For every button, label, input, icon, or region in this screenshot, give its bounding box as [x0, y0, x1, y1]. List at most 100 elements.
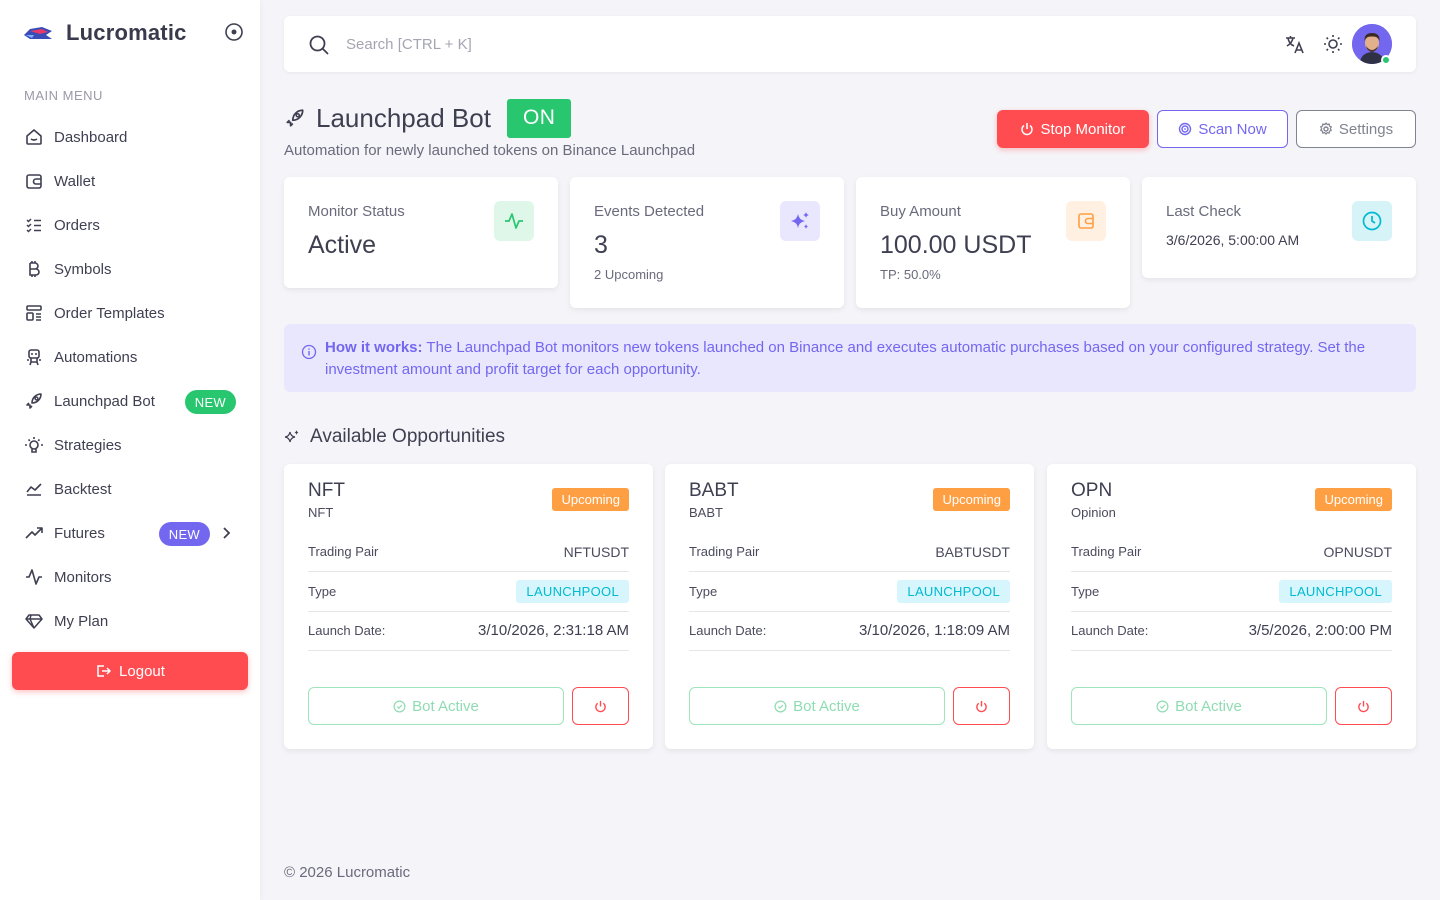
search-icon[interactable] — [308, 34, 330, 56]
stat-card-events-detected: Events Detected 3 2 Upcoming — [570, 177, 844, 308]
brand[interactable]: Lucromatic — [22, 18, 248, 48]
launch-date-value: 3/10/2026, 2:31:18 AM — [478, 622, 629, 639]
stat-label: Last Check — [1166, 203, 1242, 220]
type-badge: LAUNCHPOOL — [516, 580, 629, 603]
status-badge: Upcoming — [552, 488, 629, 511]
row-label: Type — [689, 584, 718, 599]
stat-label: Events Detected — [594, 203, 705, 220]
sidebar-item-automations[interactable]: Automations — [12, 335, 248, 379]
stat-card-last-check: Last Check 3/6/2026, 5:00:00 AM — [1142, 177, 1416, 278]
status-badge: Upcoming — [1315, 488, 1392, 511]
stop-bot-button[interactable] — [953, 687, 1010, 725]
stop-bot-button[interactable] — [1335, 687, 1392, 725]
sidebar-item-orders[interactable]: Orders — [12, 203, 248, 247]
sidebar-item-label: Strategies — [54, 436, 122, 454]
token-name: NFT — [308, 505, 334, 520]
sidebar-toggle-icon[interactable] — [224, 22, 244, 42]
logout-button[interactable]: Logout — [12, 652, 248, 690]
opportunity-card: BABT BABT Upcoming Trading Pair BABTUSDT… — [665, 464, 1034, 749]
translate-icon[interactable] — [1284, 33, 1306, 55]
opportunity-card: NFT NFT Upcoming Trading Pair NFTUSDT Ty… — [284, 464, 653, 749]
type-badge: LAUNCHPOOL — [897, 580, 1010, 603]
sidebar-item-wallet[interactable]: Wallet — [12, 159, 248, 203]
sidebar: Lucromatic MAIN MENU Dashboard Wallet Or… — [0, 0, 260, 900]
stat-card-buy-amount: Buy Amount 100.00 USDT TP: 50.0% — [856, 177, 1130, 308]
activity-icon — [494, 201, 534, 241]
check-circle-icon — [1156, 700, 1169, 712]
token-name: BABT — [689, 505, 723, 520]
row-label: Trading Pair — [1071, 544, 1142, 559]
bitcoin-icon — [29, 261, 40, 277]
stop-monitor-label: Stop Monitor — [1040, 120, 1126, 138]
new-badge: NEW — [184, 390, 236, 414]
stat-value: 3 — [594, 231, 608, 259]
logout-label: Logout — [119, 662, 165, 680]
sidebar-item-label: My Plan — [54, 612, 109, 630]
bot-active-button[interactable]: Bot Active — [308, 687, 564, 725]
bot-active-label: Bot Active — [412, 697, 479, 715]
sidebar-item-label: Launchpad Bot — [54, 392, 155, 410]
page-title: Launchpad Bot — [316, 102, 491, 133]
power-icon — [595, 700, 606, 712]
row-label: Trading Pair — [308, 544, 379, 559]
power-icon — [1358, 700, 1369, 712]
sidebar-item-dashboard[interactable]: Dashboard — [12, 115, 248, 159]
type-row: Type LAUNCHPOOL — [689, 572, 1010, 612]
bot-active-button[interactable]: Bot Active — [689, 687, 945, 725]
sun-icon[interactable] — [1322, 33, 1344, 55]
row-label: Launch Date: — [689, 623, 767, 638]
topbar — [284, 16, 1416, 72]
diamond-icon — [25, 614, 43, 629]
sidebar-item-label: Symbols — [54, 260, 112, 278]
search-input[interactable] — [346, 32, 846, 56]
token-symbol: NFT — [308, 480, 345, 501]
type-row: Type LAUNCHPOOL — [308, 572, 629, 612]
wallet-icon — [1066, 201, 1106, 241]
sidebar-item-label: Monitors — [54, 568, 112, 586]
sidebar-item-futures[interactable]: Futures NEW — [12, 511, 248, 555]
sparkles-icon — [780, 201, 820, 241]
info-alert-title: How it works: — [325, 339, 423, 356]
sidebar-item-symbols[interactable]: Symbols — [12, 247, 248, 291]
info-alert: How it works: The Launchpad Bot monitors… — [284, 324, 1416, 392]
clock-icon — [1352, 201, 1392, 241]
trading-pair-value: OPNUSDT — [1323, 543, 1392, 560]
chart-area-icon — [26, 483, 42, 496]
rocket-icon — [26, 393, 42, 409]
info-icon — [301, 344, 317, 360]
launch-date-row: Launch Date: 3/5/2026, 2:00:00 PM — [1071, 611, 1392, 651]
power-icon — [1021, 123, 1034, 136]
sidebar-item-backtest[interactable]: Backtest — [12, 467, 248, 511]
trading-pair-row: Trading Pair NFTUSDT — [308, 532, 629, 572]
token-name: Opinion — [1071, 505, 1116, 520]
scan-now-button[interactable]: Scan Now — [1157, 110, 1288, 148]
trending-up-icon — [25, 527, 43, 539]
trading-pair-row: Trading Pair OPNUSDT — [1071, 532, 1392, 572]
sidebar-item-label: Wallet — [54, 172, 96, 190]
sidebar-item-launchpad-bot[interactable]: Launchpad Bot NEW — [12, 379, 248, 423]
chevron-right-icon[interactable] — [218, 525, 234, 541]
bulb-icon — [25, 437, 43, 453]
section-title: Available Opportunities — [310, 426, 506, 447]
stop-bot-button[interactable] — [572, 687, 629, 725]
stat-label: Buy Amount — [880, 203, 961, 220]
stop-monitor-button[interactable]: Stop Monitor — [997, 110, 1149, 148]
launch-date-row: Launch Date: 3/10/2026, 1:18:09 AM — [689, 611, 1010, 651]
bot-active-button[interactable]: Bot Active — [1071, 687, 1327, 725]
sidebar-menu: Dashboard Wallet Orders Symbols Order Te… — [12, 115, 248, 643]
settings-button[interactable]: Settings — [1296, 110, 1416, 148]
row-label: Type — [308, 584, 337, 599]
sidebar-item-label: Orders — [54, 216, 100, 234]
sidebar-item-my-plan[interactable]: My Plan — [12, 599, 248, 643]
check-circle-icon — [774, 700, 787, 712]
brand-name: Lucromatic — [66, 20, 187, 45]
sidebar-item-order-templates[interactable]: Order Templates — [12, 291, 248, 335]
sidebar-item-monitors[interactable]: Monitors — [12, 555, 248, 599]
token-symbol: BABT — [689, 480, 739, 501]
stat-label: Monitor Status — [308, 203, 405, 220]
row-label: Launch Date: — [308, 623, 386, 638]
sidebar-item-strategies[interactable]: Strategies — [12, 423, 248, 467]
logout-icon — [97, 665, 112, 677]
rocket-icon — [286, 109, 304, 127]
menu-header: MAIN MENU — [24, 88, 103, 103]
